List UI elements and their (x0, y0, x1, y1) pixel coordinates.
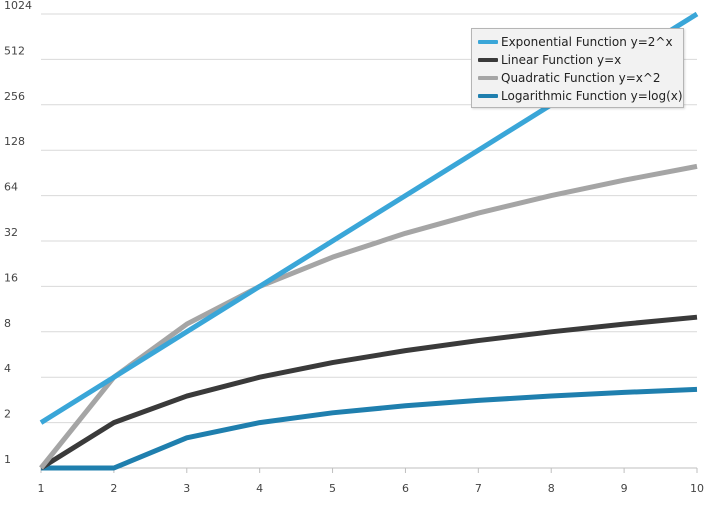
legend-swatch (478, 76, 498, 80)
legend-swatch (478, 94, 498, 98)
legend-swatch (478, 40, 498, 44)
y-tick-label: 8 (4, 317, 11, 330)
legend-item: Linear Function y=x (478, 51, 683, 69)
y-tick-label: 512 (4, 44, 25, 57)
series-line (39, 163, 698, 470)
x-tick-label: 10 (690, 482, 704, 495)
legend: Exponential Function y=2^x Linear Functi… (471, 28, 684, 108)
legend-label: Exponential Function y=2^x (501, 35, 673, 49)
y-tick-label: 256 (4, 90, 25, 103)
x-tick-label: 3 (183, 482, 190, 495)
legend-swatch (478, 58, 498, 62)
x-tick-label: 6 (402, 482, 409, 495)
x-tick-label: 2 (110, 482, 117, 495)
y-tick-label: 1 (4, 453, 11, 466)
y-tick-label: 64 (4, 181, 18, 194)
legend-item: Exponential Function y=2^x (478, 33, 683, 51)
legend-label: Linear Function y=x (501, 53, 622, 67)
y-tick-label: 128 (4, 135, 25, 148)
legend-item: Quadratic Function y=x^2 (478, 69, 683, 87)
x-tick-label: 4 (256, 482, 263, 495)
y-tick-label: 16 (4, 271, 18, 284)
y-tick-label: 2 (4, 408, 11, 421)
series-line (41, 386, 698, 471)
legend-label: Logarithmic Function y=log(x) (501, 89, 683, 103)
x-tick-label: 5 (329, 482, 336, 495)
legend-item: Logarithmic Function y=log(x) (478, 87, 683, 105)
series-line (39, 314, 698, 471)
y-tick-label: 32 (4, 226, 18, 239)
x-tick-label: 9 (621, 482, 628, 495)
legend-label: Quadratic Function y=x^2 (501, 71, 661, 85)
x-tick-label: 8 (548, 482, 555, 495)
x-tick-label: 7 (475, 482, 482, 495)
x-tick-label: 1 (38, 482, 45, 495)
y-tick-label: 1024 (4, 0, 32, 12)
y-tick-label: 4 (4, 362, 11, 375)
